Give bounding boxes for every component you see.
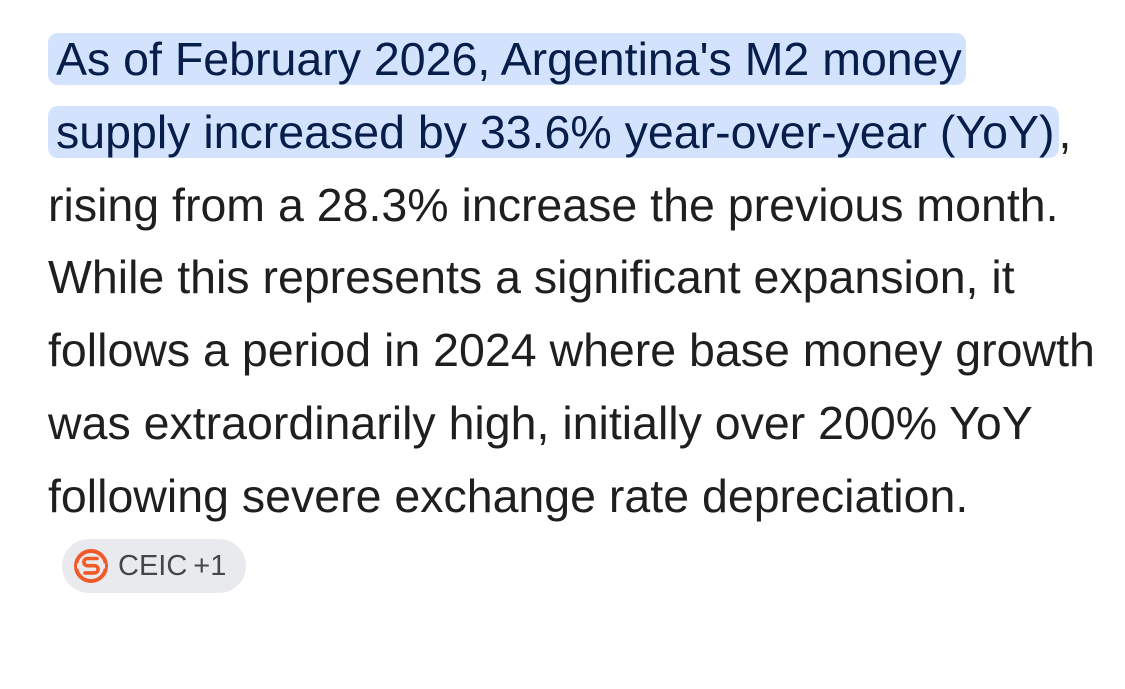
source-chip-label: CEIC bbox=[118, 550, 188, 583]
ceic-logo-icon bbox=[74, 549, 108, 584]
source-chip-extra-count: +1 bbox=[193, 550, 227, 583]
highlighted-claim: As of February 2026, Argentina's M2 mone… bbox=[48, 33, 1059, 158]
source-chip[interactable]: CEIC +1 bbox=[62, 539, 247, 594]
answer-body-text: , rising from a 28.3% increase the previ… bbox=[48, 105, 1095, 522]
answer-paragraph: As of February 2026, Argentina's M2 mone… bbox=[48, 23, 1098, 605]
